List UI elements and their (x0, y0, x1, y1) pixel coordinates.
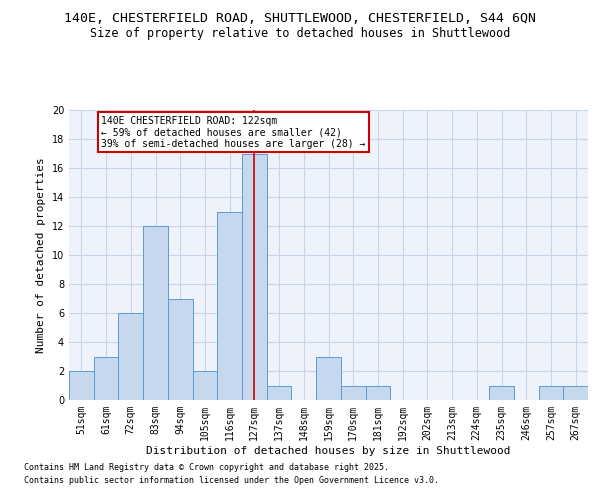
Bar (341, 386, 365, 400)
Text: Size of property relative to detached houses in Shuttlewood: Size of property relative to detached ho… (90, 28, 510, 40)
Text: 140E CHESTERFIELD ROAD: 122sqm
← 59% of detached houses are smaller (42)
39% of : 140E CHESTERFIELD ROAD: 122sqm ← 59% of … (101, 116, 365, 149)
Text: 140E, CHESTERFIELD ROAD, SHUTTLEWOOD, CHESTERFIELD, S44 6QN: 140E, CHESTERFIELD ROAD, SHUTTLEWOOD, CH… (64, 12, 536, 26)
Bar (267, 386, 292, 400)
Text: Contains HM Land Registry data © Crown copyright and database right 2025.: Contains HM Land Registry data © Crown c… (24, 462, 389, 471)
Bar (242, 154, 267, 400)
Bar (539, 386, 563, 400)
Bar (365, 386, 390, 400)
Bar (118, 313, 143, 400)
Text: Contains public sector information licensed under the Open Government Licence v3: Contains public sector information licen… (24, 476, 439, 485)
Bar (94, 356, 118, 400)
Bar (563, 386, 588, 400)
Bar (316, 356, 341, 400)
Bar (143, 226, 168, 400)
Bar (69, 371, 94, 400)
Bar (168, 298, 193, 400)
X-axis label: Distribution of detached houses by size in Shuttlewood: Distribution of detached houses by size … (146, 446, 511, 456)
Y-axis label: Number of detached properties: Number of detached properties (36, 157, 46, 353)
Bar (217, 212, 242, 400)
Bar (193, 371, 217, 400)
Bar (489, 386, 514, 400)
